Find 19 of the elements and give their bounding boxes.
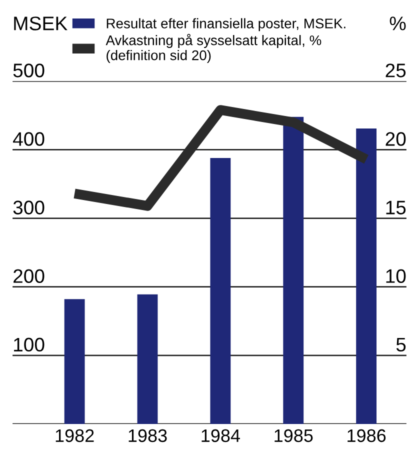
y2-tick-label: 25 bbox=[386, 64, 406, 78]
y2-axis-title: % bbox=[390, 16, 406, 30]
y-tick-label: 400 bbox=[13, 132, 44, 146]
x-tick-label: 1985 bbox=[274, 429, 313, 442]
y-tick-label: 500 bbox=[13, 64, 44, 78]
y2-tick-label: 5 bbox=[396, 338, 406, 352]
x-tick-label: 1986 bbox=[348, 429, 386, 442]
y2-tick-label: 15 bbox=[386, 200, 406, 214]
y-tick-label: 100 bbox=[14, 338, 44, 352]
y-tick-label: 200 bbox=[14, 269, 44, 283]
x-tick-label: 1982 bbox=[56, 429, 94, 442]
legend-label: Avkastning på sysselsatt kapital, % (definition sid 20) bbox=[106, 34, 322, 63]
x-tick-label: 1984 bbox=[202, 429, 240, 442]
y2-tick-label: 20 bbox=[386, 132, 406, 146]
y-axis-title: MSEK bbox=[14, 16, 68, 30]
y-tick-label: 300 bbox=[13, 200, 44, 214]
y2-tick-label: 10 bbox=[386, 269, 406, 283]
legend-label: Resultat efter finansiella poster, MSEK. bbox=[106, 18, 346, 32]
x-tick-label: 1983 bbox=[128, 429, 167, 442]
